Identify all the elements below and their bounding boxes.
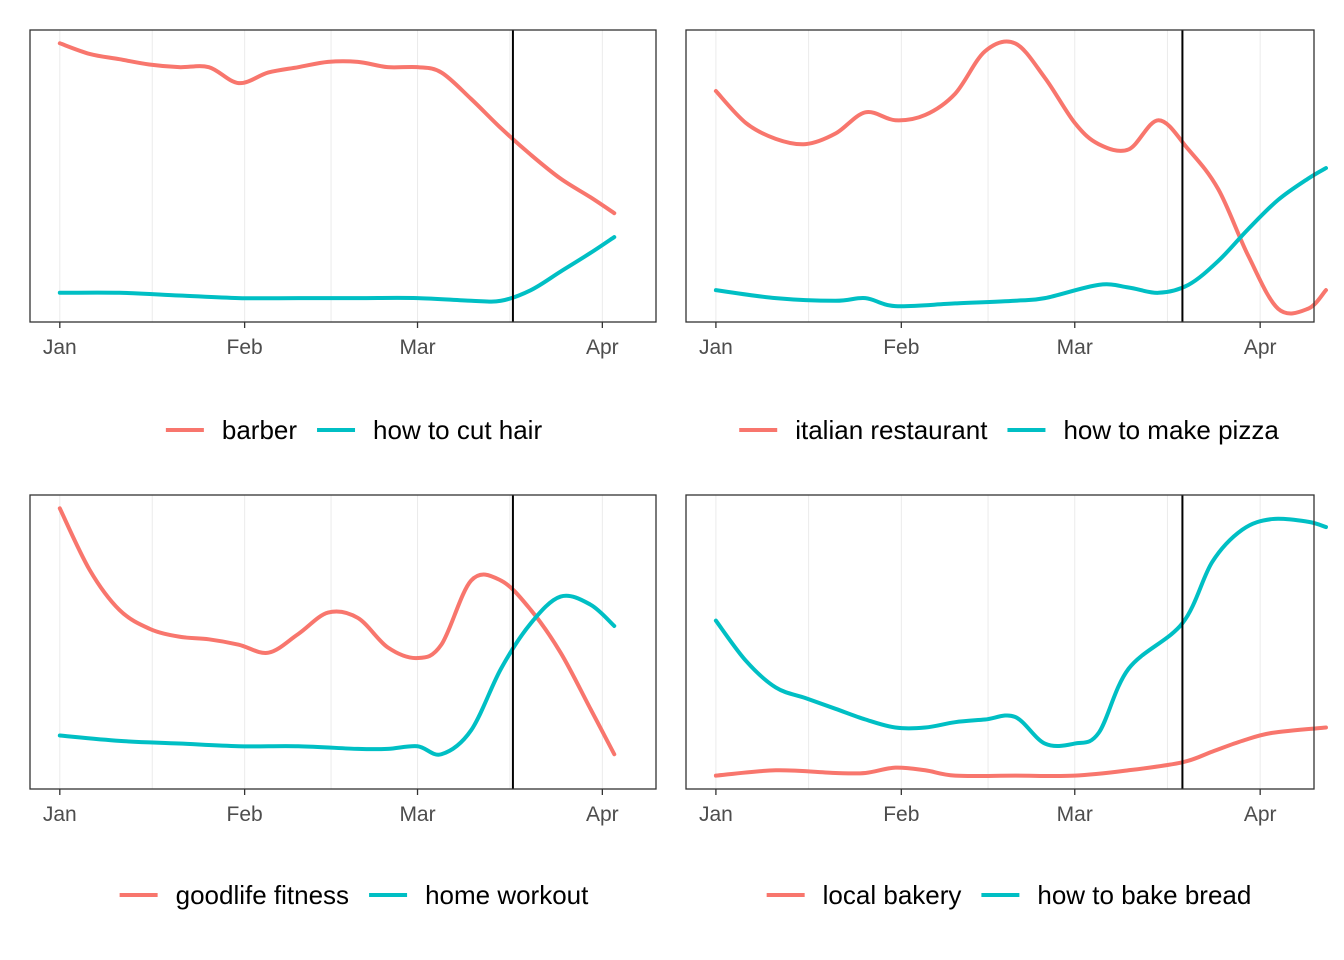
legend-item: goodlife fitness: [119, 880, 349, 910]
series-line-a: [57, 41, 617, 216]
panel-border: [685, 29, 1315, 323]
x-tick-label: Apr: [586, 803, 619, 826]
chart-panel-2: Jan Feb Mar Apr italian restaurant how to mak…: [685, 29, 1328, 445]
x-tick-label: Jan: [699, 803, 733, 826]
chart-panel-1: Jan Feb Mar Apr barber how to cut hair: [29, 29, 657, 445]
x-tick-label: Apr: [1244, 803, 1277, 826]
series-line-a: [713, 725, 1328, 779]
legend-item: home workout: [369, 880, 589, 910]
chart-panel-3: Jan Feb Mar Apr goodlife fitness home workout: [29, 494, 657, 910]
legend-item: local bakery: [766, 880, 962, 910]
legend-label: goodlife fitness: [176, 880, 349, 910]
chart-panels: Jan Feb Mar Apr barber how to cut hair Jan Feb M…: [29, 29, 1328, 910]
legend-item: barber: [165, 415, 297, 445]
legend-label: how to make pizza: [1063, 415, 1279, 445]
x-tick-label: Mar: [1057, 336, 1093, 359]
panel-border: [685, 494, 1315, 790]
x-tick-label: Mar: [1057, 803, 1093, 826]
legend-label: how to cut hair: [373, 415, 542, 445]
x-tick-label: Mar: [399, 803, 435, 826]
panel-border: [29, 29, 657, 323]
series-line-b: [713, 516, 1328, 748]
x-tick-label: Feb: [227, 336, 263, 359]
legend: local bakery how to bake bread: [766, 880, 1251, 910]
x-tick-label: Jan: [699, 336, 733, 359]
legend-label: italian restaurant: [795, 415, 988, 445]
x-tick-label: Jan: [43, 803, 77, 826]
x-tick-label: Jan: [43, 336, 77, 359]
x-tick-label: Apr: [586, 336, 619, 359]
x-tick-label: Feb: [883, 803, 919, 826]
series-line-b: [57, 235, 617, 304]
legend-item: how to bake bread: [981, 880, 1251, 910]
legend-item: how to cut hair: [317, 415, 542, 445]
legend-item: italian restaurant: [739, 415, 988, 445]
legend: barber how to cut hair: [165, 415, 542, 445]
legend: goodlife fitness home workout: [119, 880, 589, 910]
x-tick-label: Feb: [883, 336, 919, 359]
legend-label: barber: [222, 415, 297, 445]
legend-label: how to bake bread: [1037, 880, 1251, 910]
x-tick-label: Apr: [1244, 336, 1277, 359]
legend-label: local bakery: [823, 880, 962, 910]
series-line-b: [57, 593, 617, 757]
legend: italian restaurant how to make pizza: [739, 415, 1279, 445]
series-line-b: [713, 166, 1328, 309]
series-line-a: [713, 39, 1328, 316]
series-line-a: [57, 506, 617, 757]
x-tick-label: Feb: [227, 803, 263, 826]
legend-label: home workout: [425, 880, 589, 910]
chart-panel-4: Jan Feb Mar Apr local bakery how to bake brea…: [685, 494, 1328, 910]
panel-border: [29, 494, 657, 790]
x-tick-label: Mar: [399, 336, 435, 359]
legend-item: how to make pizza: [1007, 415, 1279, 445]
